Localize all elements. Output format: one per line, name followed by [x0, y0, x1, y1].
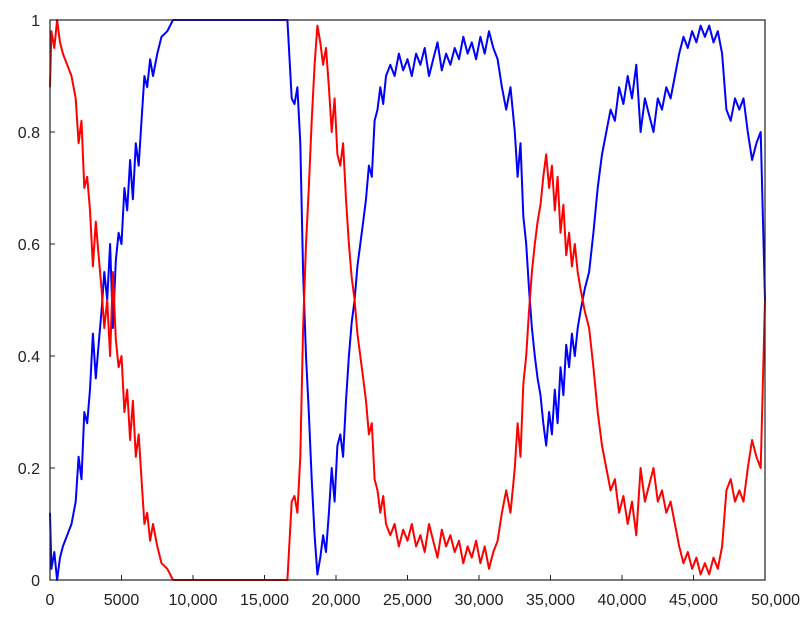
series-line-2 [49, 19, 766, 581]
x-tick-label: 50,000 [751, 592, 800, 609]
x-tick-label: 15,000 [240, 592, 289, 609]
y-axis: 0 0.2 0.4 0.6 0.8 1 [18, 13, 55, 590]
x-tick-label: 0 [46, 592, 55, 609]
x-tick-label: 10,000 [169, 592, 218, 609]
x-tick-label: 45,000 [669, 592, 718, 609]
x-tick-label: 40,000 [598, 592, 647, 609]
y-tick-label: 0.4 [18, 349, 40, 366]
x-tick-label: 35,000 [526, 592, 575, 609]
series-line-1 [49, 19, 766, 581]
series-layer [49, 19, 766, 581]
x-tick-label: 20,000 [312, 592, 361, 609]
y-tick-label: 0 [31, 573, 40, 590]
y-tick-label: 0.2 [18, 461, 40, 478]
x-tick-label: 25,000 [383, 592, 432, 609]
x-tick-label: 30,000 [455, 592, 504, 609]
y-tick-label: 1 [31, 13, 40, 30]
y-tick-label: 0.6 [18, 237, 40, 254]
x-axis: 0 5000 10,000 15,000 20,000 25,000 30,000 35,00… [46, 575, 800, 609]
y-tick-label: 0.8 [18, 125, 40, 142]
x-tick-label: 5000 [104, 592, 140, 609]
